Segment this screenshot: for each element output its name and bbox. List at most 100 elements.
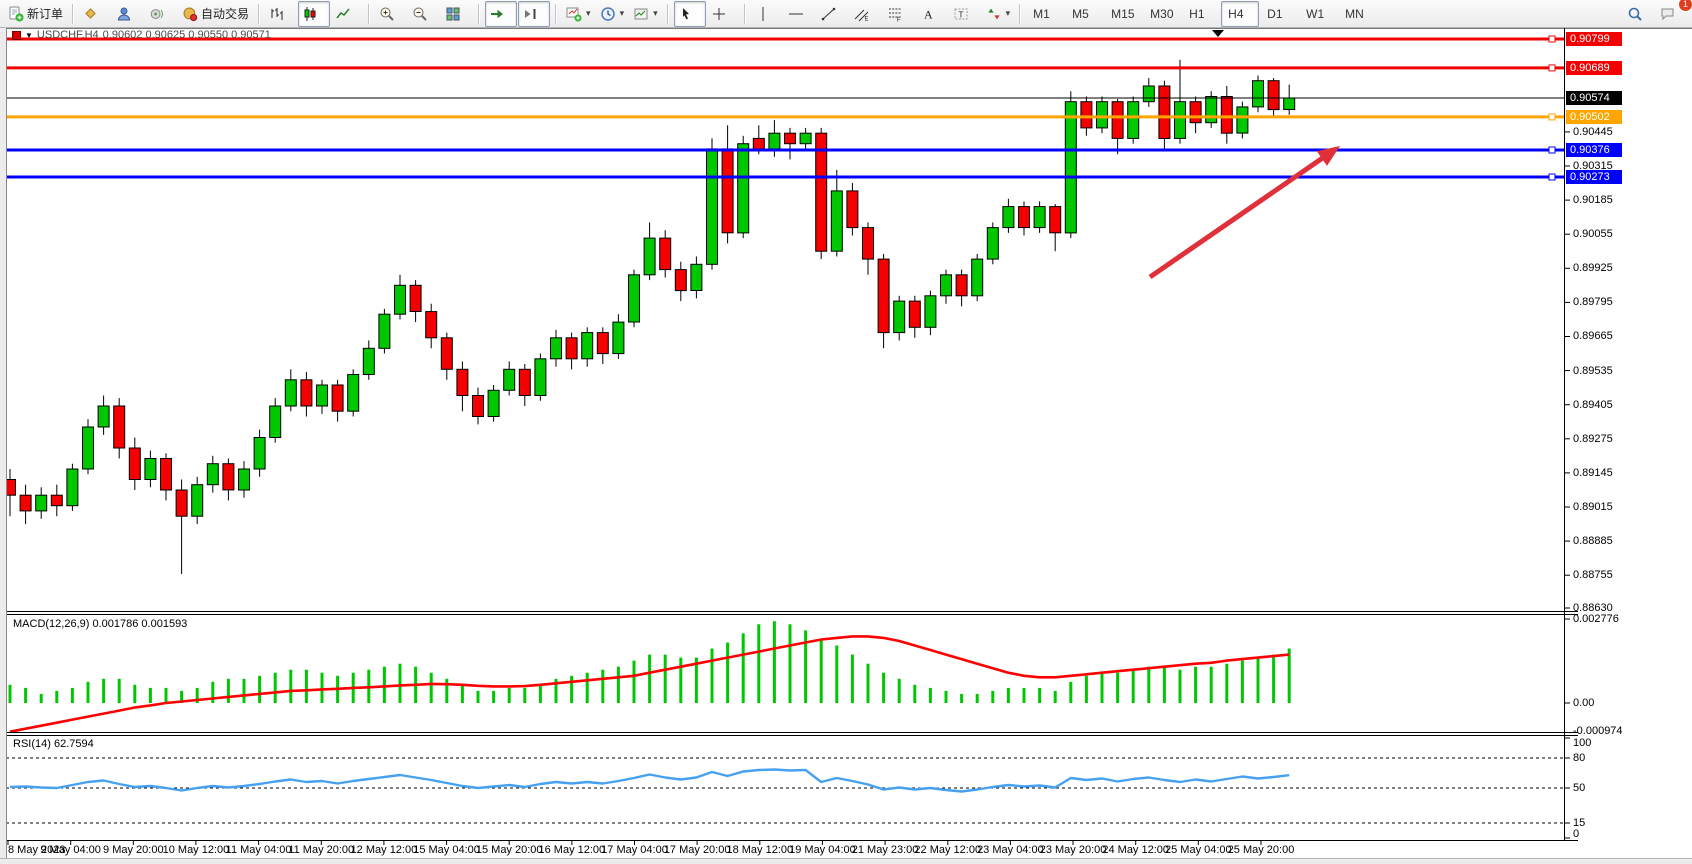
label-button[interactable]: T: [949, 1, 981, 27]
channel-icon: E: [854, 9, 868, 22]
price-tick-label: 0.90315: [1573, 159, 1613, 172]
status-bar: [0, 858, 1692, 864]
alerts-button[interactable]: [145, 1, 177, 27]
timeframe-mn-button[interactable]: MN: [1345, 6, 1364, 21]
chat-icon: [1661, 8, 1674, 20]
cursor-button[interactable]: [673, 0, 706, 27]
time-tick-label: 21 May 23:00: [851, 844, 919, 856]
price-tick-label: 0.88755: [1573, 569, 1613, 582]
price-tick-label: 0.89665: [1573, 330, 1613, 343]
time-tick-label: 9 May 04:00: [40, 844, 101, 856]
line-price-label: 0.90799: [1566, 32, 1622, 46]
fibo-icon: F: [888, 8, 901, 22]
line-anchor-marker[interactable]: [12, 30, 21, 40]
shapes-button[interactable]: ▾: [982, 1, 1015, 27]
bar-chart-button[interactable]: [265, 1, 297, 27]
svg-text:F: F: [897, 17, 901, 22]
toolbar-separator: [72, 3, 75, 24]
hline-0.90689[interactable]: [6, 64, 1564, 72]
autotrading-button-label: 自动交易: [201, 7, 250, 21]
macd-tick-label: 0.002776: [1573, 613, 1619, 625]
zoom-out-button[interactable]: [408, 1, 440, 27]
chevron-down-icon: ▾: [619, 8, 625, 18]
toolbar-separator: [666, 3, 669, 24]
price-tick-label: 0.88885: [1573, 535, 1613, 548]
candlestick-button[interactable]: [298, 0, 331, 27]
timeframe-w1-button[interactable]: W1: [1306, 6, 1325, 21]
time-tick-label: 18 May 12:00: [726, 844, 794, 856]
zoom-in-button[interactable]: [375, 1, 407, 27]
period-button[interactable]: ▾: [596, 1, 629, 27]
alerts-icon: [150, 8, 164, 19]
profile-icon: [118, 7, 131, 20]
timeframe-m1-button[interactable]: M1: [1033, 6, 1050, 21]
svg-text:T: T: [958, 10, 963, 19]
timeframe-m15-button[interactable]: M15: [1111, 6, 1135, 21]
price-tick-label: 0.89145: [1573, 466, 1613, 479]
macd-signal-line: [9, 635, 1290, 733]
axis-ticks: [7, 131, 1570, 845]
crosshair-button[interactable]: [707, 1, 739, 27]
search-icon: [1628, 7, 1642, 21]
price-tick-label: 0.90185: [1573, 194, 1613, 207]
new-chart-button[interactable]: ▾: [562, 1, 595, 27]
price-tick-label: 0.89405: [1573, 398, 1613, 411]
time-tick-label: 19 May 04:00: [789, 844, 856, 856]
search-button[interactable]: [1623, 1, 1655, 27]
new-order-button[interactable]: 新订单: [4, 1, 67, 27]
rsi-name: RSI(14): [13, 738, 51, 750]
rsi-value: 62.7594: [53, 738, 94, 750]
channel-button[interactable]: E: [850, 1, 882, 27]
time-tick-label: 24 May 12:00: [1102, 844, 1170, 856]
symbol-period-label: USDCHF,H4: [36, 29, 99, 41]
vline-icon: [762, 6, 764, 21]
hline-0.90799[interactable]: [6, 35, 1564, 43]
fibonacci-button[interactable]: F: [883, 1, 915, 27]
tile-windows-button[interactable]: [441, 1, 473, 27]
trendline-button[interactable]: [817, 1, 849, 27]
hline-0.90273[interactable]: [6, 173, 1564, 181]
clock-icon: [600, 6, 615, 21]
timeframe-d1-button[interactable]: D1: [1267, 6, 1283, 21]
chart-shift-button[interactable]: [518, 0, 551, 27]
candles-icon: [304, 6, 316, 21]
time-tick-label: 9 May 20:00: [103, 844, 164, 856]
timeframe-h4-button[interactable]: H4: [1221, 0, 1260, 27]
chat-button[interactable]: 1: [1656, 0, 1692, 27]
template-button[interactable]: ▾: [629, 1, 662, 27]
time-tick-label: 17 May 04:00: [601, 844, 668, 856]
trendline-icon: [821, 7, 835, 20]
price-tick-label: 0.90055: [1573, 228, 1613, 241]
chevron-down-icon: ▾: [653, 8, 658, 18]
hline-0.90376[interactable]: [6, 146, 1564, 154]
autotrading-button[interactable]: 自动交易: [178, 1, 253, 27]
ohlc-values: 0.90602 0.90625 0.90550 0.90571: [102, 29, 271, 41]
hline-0.90502[interactable]: [6, 113, 1564, 121]
chart-shift-marker[interactable]: [1212, 30, 1224, 37]
rsi-layer: [6, 757, 1564, 824]
line-chart-button[interactable]: [331, 1, 363, 27]
profile-button[interactable]: [112, 1, 144, 27]
indicators-button[interactable]: [79, 1, 111, 27]
timeframe-m5-button[interactable]: M5: [1072, 6, 1089, 21]
label-icon: T: [954, 8, 968, 19]
rsi-tick-label: 80: [1573, 752, 1586, 764]
time-tick-label: 12 May 12:00: [350, 844, 418, 856]
notification-badge: 1: [1678, 0, 1692, 12]
svg-text:E: E: [864, 16, 868, 22]
autoscroll-icon: [491, 9, 504, 18]
auto-scroll-button[interactable]: [485, 0, 518, 27]
timeframe-h1-button[interactable]: H1: [1189, 6, 1205, 21]
hline-button[interactable]: [784, 1, 816, 27]
toolbar-separator: [478, 3, 481, 24]
new-order-button-label: 新订单: [27, 7, 64, 21]
hline-icon: [788, 13, 803, 14]
trend-arrow-annotation[interactable]: [1148, 146, 1340, 280]
rsi-tick-label: 50: [1573, 782, 1586, 794]
text-button[interactable]: A: [916, 1, 948, 27]
tile-icon: [446, 7, 460, 20]
shapes-icon: [988, 8, 1000, 19]
timeframe-m30-button[interactable]: M30: [1150, 6, 1174, 21]
vline-button[interactable]: [751, 1, 783, 27]
